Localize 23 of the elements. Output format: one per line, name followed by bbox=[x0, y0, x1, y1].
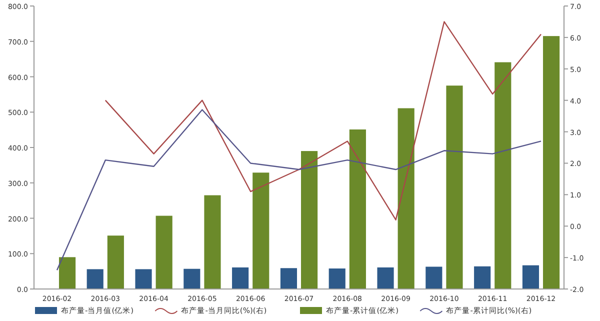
bar bbox=[446, 86, 463, 289]
line-series bbox=[104, 21, 542, 220]
bar bbox=[543, 36, 560, 289]
bar bbox=[349, 129, 366, 289]
bar bbox=[522, 265, 540, 289]
bar bbox=[328, 268, 346, 289]
bar bbox=[301, 151, 318, 289]
bar bbox=[86, 269, 104, 289]
bar bbox=[204, 195, 221, 289]
bar bbox=[58, 257, 76, 289]
bar bbox=[232, 267, 249, 289]
bar bbox=[107, 236, 124, 289]
bar bbox=[280, 268, 297, 289]
bar bbox=[156, 216, 172, 289]
bar bbox=[252, 172, 270, 289]
bar bbox=[377, 267, 394, 289]
bar bbox=[398, 108, 414, 289]
bar bbox=[135, 269, 152, 289]
bar bbox=[474, 266, 491, 289]
bar bbox=[494, 62, 512, 289]
bar bbox=[426, 266, 442, 289]
bar bbox=[184, 268, 200, 289]
line-series bbox=[56, 109, 542, 271]
